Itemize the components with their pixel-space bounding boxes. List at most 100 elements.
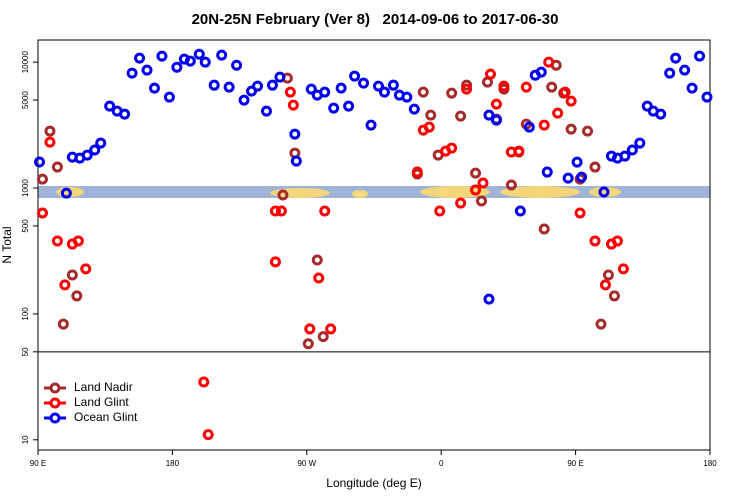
point [305, 83, 317, 95]
point [408, 103, 420, 115]
point [470, 184, 482, 196]
point [238, 94, 250, 106]
y-tick-label: 50 [21, 347, 30, 356]
point [358, 77, 370, 89]
point [401, 91, 413, 103]
point [36, 207, 48, 219]
y-tick-label: 10000 [21, 50, 30, 73]
point [126, 67, 138, 79]
point [425, 109, 437, 121]
legend-marker [49, 412, 61, 424]
point [589, 161, 601, 173]
point [335, 82, 347, 94]
point [514, 205, 526, 217]
point [477, 177, 489, 189]
point [455, 110, 467, 122]
point [223, 81, 235, 93]
point [208, 79, 220, 91]
point [198, 376, 210, 388]
point [626, 144, 638, 156]
point [89, 144, 101, 156]
point [156, 50, 168, 62]
y-tick-label: 100 [21, 307, 30, 321]
point [490, 98, 502, 110]
point [571, 156, 583, 168]
point [328, 102, 340, 114]
y-tick-label: 5000 [21, 91, 30, 109]
point [598, 186, 610, 198]
point [446, 142, 458, 154]
legend-marker [49, 382, 61, 394]
point [81, 149, 93, 161]
land [500, 186, 580, 198]
point [562, 172, 574, 184]
point [33, 156, 45, 168]
point [520, 81, 532, 93]
point [141, 64, 153, 76]
point [72, 235, 84, 247]
point [313, 272, 325, 284]
x-tick-label: 180 [166, 459, 180, 468]
point [589, 235, 601, 247]
y-tick-label: 1000 [21, 179, 30, 197]
point [284, 86, 296, 98]
point [608, 290, 620, 302]
point [119, 108, 131, 120]
x-tick-label: 90 E [30, 459, 46, 468]
point [80, 263, 92, 275]
map-band [38, 186, 710, 198]
point [372, 80, 384, 92]
point [617, 263, 629, 275]
x-tick-label: 0 [439, 459, 444, 468]
point [619, 150, 631, 162]
legend-label: Land Nadir [74, 380, 133, 394]
point [535, 66, 547, 78]
x-tick-label: 90 E [567, 459, 583, 468]
point [574, 207, 586, 219]
point [231, 59, 243, 71]
legend-label: Ocean Glint [74, 410, 138, 424]
point [216, 49, 228, 61]
point [365, 119, 377, 131]
point [679, 64, 691, 76]
point [277, 189, 289, 201]
chart-title: 20N-25N February (Ver 8) 2014-09-06 to 2… [192, 11, 559, 28]
point [559, 86, 571, 98]
point [483, 293, 495, 305]
x-axis-label: Longitude (deg E) [326, 476, 421, 490]
point [541, 166, 553, 178]
x-tick-label: 90 W [297, 459, 316, 468]
point [349, 70, 361, 82]
land [589, 187, 621, 197]
point [701, 91, 713, 103]
point [565, 123, 577, 135]
point [289, 128, 301, 140]
point [498, 80, 510, 92]
point [260, 105, 272, 117]
point [602, 269, 614, 281]
point [546, 81, 558, 93]
point [59, 279, 71, 291]
point [670, 52, 682, 64]
point [455, 197, 467, 209]
point [483, 109, 495, 121]
point [148, 82, 160, 94]
point [171, 61, 183, 73]
point [552, 107, 564, 119]
point [134, 52, 146, 64]
point [269, 256, 281, 268]
legend-marker [49, 397, 61, 409]
point [655, 108, 667, 120]
point [275, 205, 287, 217]
y-tick-label: 500 [21, 219, 30, 233]
point [302, 338, 314, 350]
point [470, 167, 482, 179]
point [484, 68, 496, 80]
point [523, 121, 535, 133]
point [505, 179, 517, 191]
point [378, 86, 390, 98]
point [576, 171, 588, 183]
point [252, 80, 264, 92]
